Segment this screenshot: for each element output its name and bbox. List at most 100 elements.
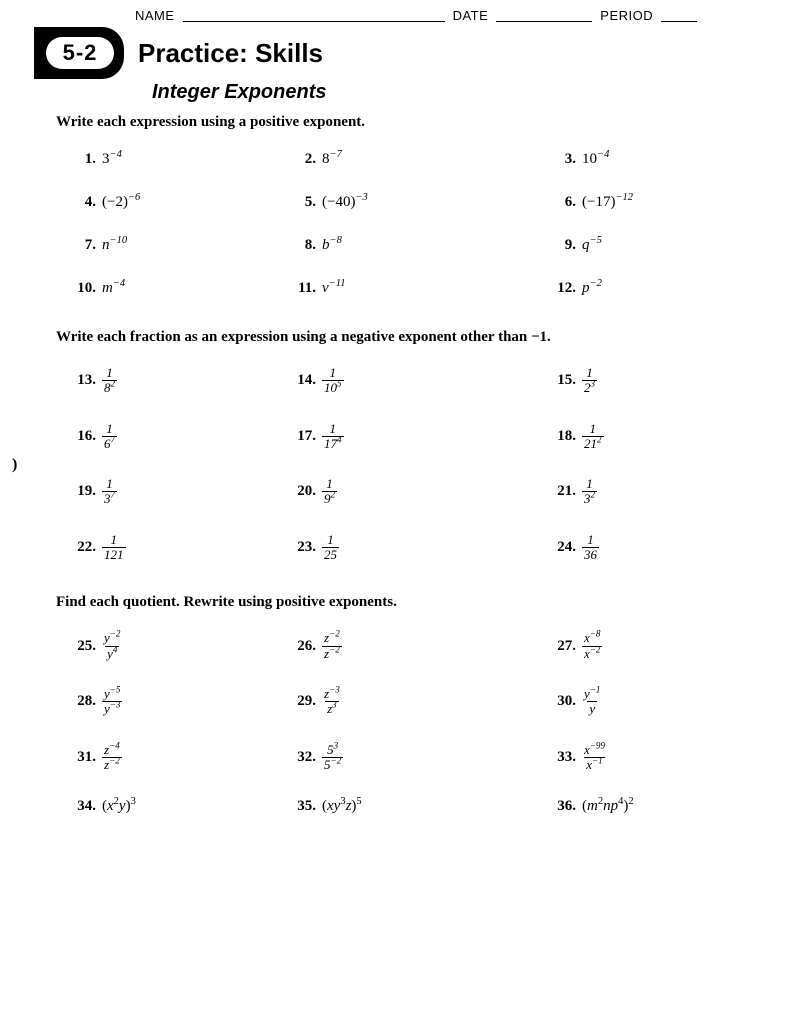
fraction: y−1y — [582, 687, 602, 717]
fraction: 137 — [102, 477, 117, 507]
problem-expression: 182 — [102, 366, 117, 396]
problem: 19. 137 — [70, 477, 290, 507]
problem-expression: 136 — [582, 533, 599, 563]
problem-expression: 1174 — [322, 422, 344, 452]
date-line[interactable] — [496, 8, 592, 22]
fraction: x−99x−1 — [582, 743, 607, 773]
section-instruction: Find each quotient. Rewrite using positi… — [56, 594, 745, 611]
section-instruction: Write each fraction as an expression usi… — [56, 329, 745, 346]
problem: 7.n−10 — [70, 237, 290, 254]
problem-number: 14. — [290, 372, 316, 389]
problem: 33. x−99x−1 — [550, 743, 745, 773]
problem-number: 3. — [550, 151, 576, 168]
problem: 20. 192 — [290, 477, 550, 507]
fraction: 1212 — [582, 422, 604, 452]
problem: 26.z−2z−2 — [290, 631, 550, 661]
problem-number: 29. — [290, 693, 316, 710]
fraction-denominator: 121 — [102, 547, 126, 562]
problem-number: 30. — [550, 693, 576, 710]
problem-expression: 137 — [102, 477, 117, 507]
problem: 24. 136 — [550, 533, 745, 563]
name-label: NAME — [135, 8, 175, 23]
problem: 12.p−2 — [550, 280, 745, 297]
fraction: z−2z−2 — [322, 631, 342, 661]
problem-expression: x−8x−2 — [582, 631, 602, 661]
problem-expression: (x2y)3 — [102, 798, 136, 815]
problem-grid: 13.18214.110515.12316.16717.117418.12121… — [70, 366, 745, 562]
stray-mark: ) — [12, 456, 17, 474]
problem-number: 25. — [70, 638, 96, 655]
fraction-numerator: y−1 — [582, 687, 602, 701]
problem-expression: 8−7 — [322, 151, 342, 168]
fraction-denominator: z−2 — [322, 646, 342, 661]
problem-number: 18. — [550, 428, 576, 445]
problem-expression: (−2)−6 — [102, 194, 140, 211]
problem: 34. (x2y)3 — [70, 798, 290, 815]
main-title: Practice: Skills — [138, 38, 323, 69]
problem-expression: y−5y−3 — [102, 687, 122, 717]
period-line[interactable] — [661, 8, 697, 22]
problem-number: 20. — [290, 483, 316, 500]
problem-expression: q−5 — [582, 237, 602, 254]
fraction: y−2y4 — [102, 631, 122, 661]
problem-number: 1. — [70, 151, 96, 168]
problem-expression: z−3z3 — [322, 687, 342, 717]
fraction-denominator: y4 — [105, 646, 119, 661]
problem: 28.y−5y−3 — [70, 687, 290, 717]
problem-number: 16. — [70, 428, 96, 445]
problem-number: 33. — [550, 749, 576, 766]
problem-expression: b−8 — [322, 237, 342, 254]
problem-number: 19. — [70, 483, 96, 500]
problem-number: 17. — [290, 428, 316, 445]
problem-expression: 1121 — [102, 533, 126, 563]
problem-number: 34. — [70, 798, 96, 815]
problem: 6.(−17)−12 — [550, 194, 745, 211]
fraction: 136 — [582, 533, 599, 563]
problem-expression: 10−4 — [582, 151, 609, 168]
problem-number: 24. — [550, 539, 576, 556]
fraction-denominator: z3 — [325, 701, 339, 716]
subtitle: Integer Exponents — [152, 81, 745, 104]
problem-expression: (xy3z)5 — [322, 798, 362, 815]
fraction-denominator: z−2 — [102, 757, 122, 772]
problem-expression: 132 — [582, 477, 597, 507]
fraction-denominator: x−2 — [582, 646, 602, 661]
name-line[interactable] — [183, 8, 445, 22]
problem: 5.(−40)−3 — [290, 194, 550, 211]
problem-expression: 123 — [582, 366, 597, 396]
problem-expression: (m2np4)2 — [582, 798, 634, 815]
fraction-numerator: 1 — [585, 533, 596, 547]
problem: 32.535−2 — [290, 743, 550, 773]
problem-number: 21. — [550, 483, 576, 500]
problem-number: 12. — [550, 280, 576, 297]
fraction: y−5y−3 — [102, 687, 122, 717]
problem-expression: z−2z−2 — [322, 631, 342, 661]
problem-expression: 192 — [322, 477, 337, 507]
problem-expression: (−40)−3 — [322, 194, 368, 211]
problem: 29. z−3z3 — [290, 687, 550, 717]
header-fields: NAME DATE PERIOD — [135, 8, 745, 23]
fraction: 132 — [582, 477, 597, 507]
problem: 4.(−2)−6 — [70, 194, 290, 211]
fraction-denominator: 23 — [582, 380, 597, 395]
fraction-denominator: 212 — [582, 436, 604, 451]
fraction-denominator: 67 — [102, 436, 117, 451]
problem-expression: z−4z−2 — [102, 743, 122, 773]
problem: 8.b−8 — [290, 237, 550, 254]
fraction: x−8x−2 — [582, 631, 602, 661]
problem-number: 13. — [70, 372, 96, 389]
fraction: 1105 — [322, 366, 344, 396]
problem: 18. 1212 — [550, 422, 745, 452]
problem-number: 9. — [550, 237, 576, 254]
problem-expression: 1105 — [322, 366, 344, 396]
problem-expression: 535−2 — [322, 743, 343, 773]
problem-expression: y−2y4 — [102, 631, 122, 661]
problem-number: 35. — [290, 798, 316, 815]
problem: 15.123 — [550, 366, 745, 396]
fraction-denominator: 36 — [582, 547, 599, 562]
problem-number: 36. — [550, 798, 576, 815]
problem: 9. q−5 — [550, 237, 745, 254]
problem: 1.3−4 — [70, 151, 290, 168]
problem: 25. y−2y4 — [70, 631, 290, 661]
problem-number: 31. — [70, 749, 96, 766]
